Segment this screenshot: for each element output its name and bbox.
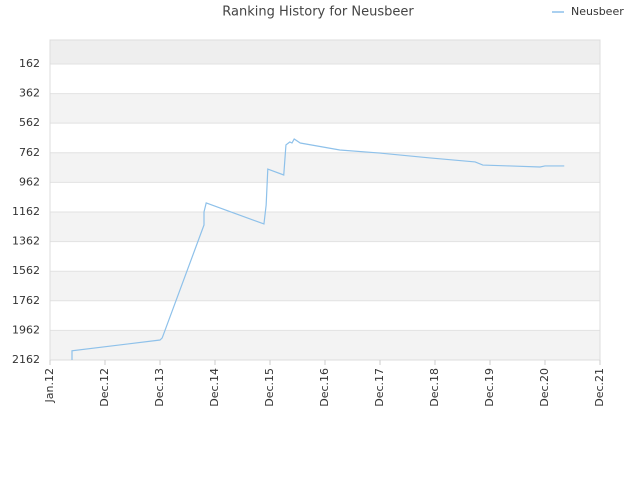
x-tick-label: Dec.12 xyxy=(98,368,111,407)
x-tick-label: Dec.20 xyxy=(538,368,551,407)
y-tick-label: 962 xyxy=(19,175,40,188)
plot-frame xyxy=(49,39,601,361)
y-tick-label: 362 xyxy=(19,87,40,100)
grid-band xyxy=(50,271,600,301)
y-tick-label: 562 xyxy=(19,116,40,129)
y-tick-label: 1562 xyxy=(12,264,40,277)
x-tick-label: Dec.15 xyxy=(263,368,276,407)
x-tick-label: Dec.18 xyxy=(428,368,441,407)
y-tick-label: 162 xyxy=(19,57,40,70)
y-tick-label: 1362 xyxy=(12,235,40,248)
grid-band xyxy=(50,93,600,124)
grid-band xyxy=(50,330,600,360)
grid-band xyxy=(50,152,600,183)
x-tick-label: Dec.19 xyxy=(483,368,496,407)
x-tick-label: Dec.21 xyxy=(593,368,606,407)
x-tick-label: Dec.16 xyxy=(318,368,331,407)
legend-label: Neusbeer xyxy=(571,5,624,18)
x-tick-label: Jan.12 xyxy=(43,368,56,403)
x-tick-label: Dec.17 xyxy=(373,368,386,407)
y-tick-label: 1162 xyxy=(12,205,40,218)
grid-band xyxy=(50,211,600,242)
y-tick-label: 1962 xyxy=(12,323,40,336)
y-tick-label: 762 xyxy=(19,146,40,159)
chart-title: Ranking History for Neusbeer xyxy=(222,5,414,20)
x-tick-label: Dec.13 xyxy=(153,368,166,407)
y-tick-label: 2162 xyxy=(12,353,40,366)
y-tick-label: 1762 xyxy=(12,294,40,307)
grid-band xyxy=(50,40,600,64)
series-line xyxy=(71,138,565,360)
x-tick-label: Dec.14 xyxy=(208,368,221,407)
